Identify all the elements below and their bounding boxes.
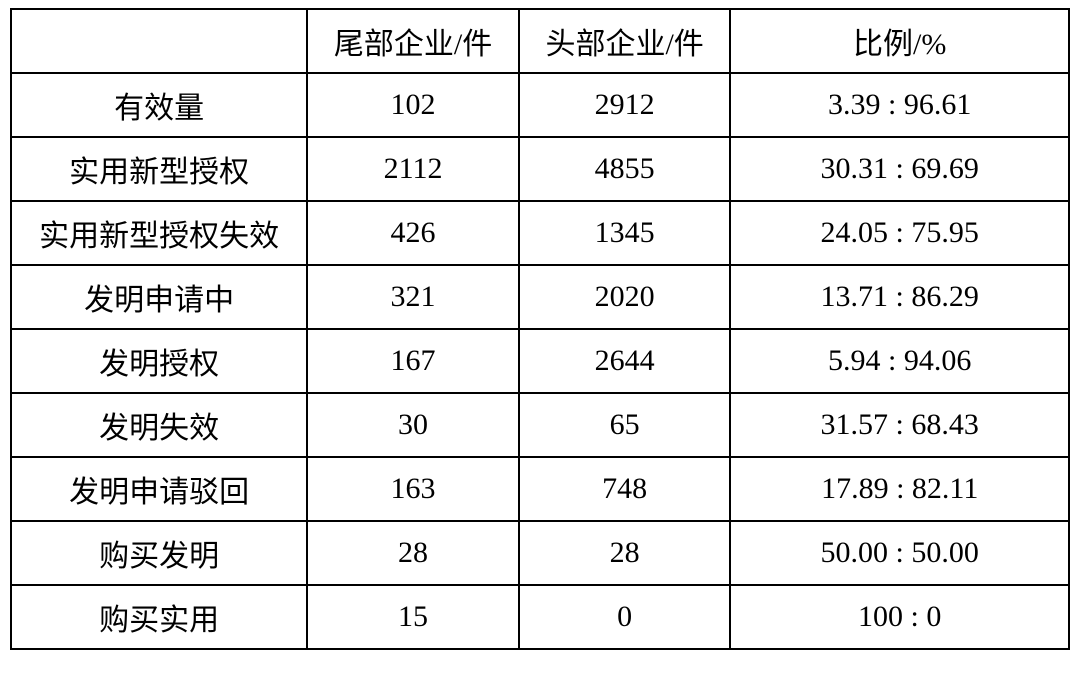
cell-ratio: 50.00 : 50.00: [730, 521, 1069, 585]
table-row: 购买发明 28 28 50.00 : 50.00: [11, 521, 1069, 585]
cell-head: 748: [519, 457, 731, 521]
cell-ratio: 31.57 : 68.43: [730, 393, 1069, 457]
table-header-row: 尾部企业/件 头部企业/件 比例/%: [11, 9, 1069, 73]
table-row: 实用新型授权 2112 4855 30.31 : 69.69: [11, 137, 1069, 201]
row-label: 实用新型授权: [11, 137, 307, 201]
col-header-blank: [11, 9, 307, 73]
table-row: 发明申请驳回 163 748 17.89 : 82.11: [11, 457, 1069, 521]
patent-table-container: 尾部企业/件 头部企业/件 比例/% 有效量 102 2912 3.39 : 9…: [10, 8, 1070, 650]
cell-tail: 167: [307, 329, 519, 393]
cell-tail: 15: [307, 585, 519, 649]
cell-tail: 30: [307, 393, 519, 457]
row-label: 发明授权: [11, 329, 307, 393]
cell-tail: 426: [307, 201, 519, 265]
row-label: 购买发明: [11, 521, 307, 585]
cell-head: 28: [519, 521, 731, 585]
cell-head: 65: [519, 393, 731, 457]
cell-ratio: 13.71 : 86.29: [730, 265, 1069, 329]
cell-tail: 321: [307, 265, 519, 329]
table-row: 实用新型授权失效 426 1345 24.05 : 75.95: [11, 201, 1069, 265]
cell-head: 0: [519, 585, 731, 649]
col-header-tail: 尾部企业/件: [307, 9, 519, 73]
col-header-head: 头部企业/件: [519, 9, 731, 73]
table-row: 发明授权 167 2644 5.94 : 94.06: [11, 329, 1069, 393]
patent-table: 尾部企业/件 头部企业/件 比例/% 有效量 102 2912 3.39 : 9…: [10, 8, 1070, 650]
row-label: 发明申请中: [11, 265, 307, 329]
cell-head: 4855: [519, 137, 731, 201]
cell-ratio: 100 : 0: [730, 585, 1069, 649]
table-row: 有效量 102 2912 3.39 : 96.61: [11, 73, 1069, 137]
cell-ratio: 3.39 : 96.61: [730, 73, 1069, 137]
cell-head: 2644: [519, 329, 731, 393]
table-row: 发明失效 30 65 31.57 : 68.43: [11, 393, 1069, 457]
row-label: 发明申请驳回: [11, 457, 307, 521]
table-row: 发明申请中 321 2020 13.71 : 86.29: [11, 265, 1069, 329]
cell-ratio: 5.94 : 94.06: [730, 329, 1069, 393]
table-row: 购买实用 15 0 100 : 0: [11, 585, 1069, 649]
cell-head: 2912: [519, 73, 731, 137]
cell-ratio: 30.31 : 69.69: [730, 137, 1069, 201]
cell-tail: 2112: [307, 137, 519, 201]
row-label: 发明失效: [11, 393, 307, 457]
cell-tail: 28: [307, 521, 519, 585]
cell-ratio: 24.05 : 75.95: [730, 201, 1069, 265]
cell-head: 1345: [519, 201, 731, 265]
cell-tail: 102: [307, 73, 519, 137]
cell-head: 2020: [519, 265, 731, 329]
col-header-ratio: 比例/%: [730, 9, 1069, 73]
row-label: 有效量: [11, 73, 307, 137]
cell-ratio: 17.89 : 82.11: [730, 457, 1069, 521]
row-label: 购买实用: [11, 585, 307, 649]
cell-tail: 163: [307, 457, 519, 521]
row-label: 实用新型授权失效: [11, 201, 307, 265]
